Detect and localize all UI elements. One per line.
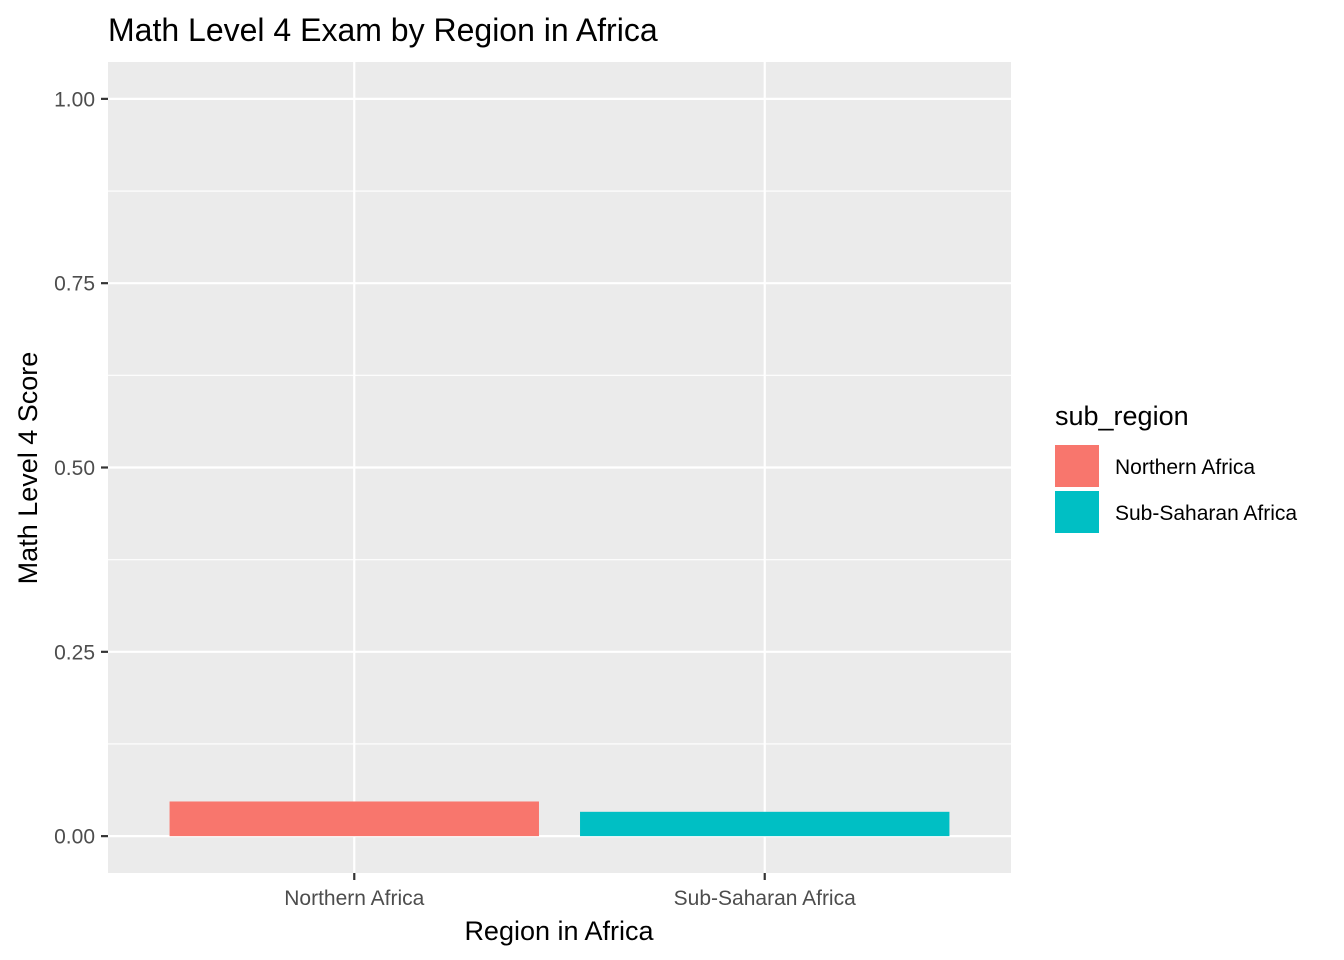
x-axis: Northern Africa Sub-Saharan Africa [284,873,856,910]
y-tick-label: 1.00 [54,88,95,111]
x-tick-label: Northern Africa [284,887,424,910]
legend: sub_region Northern Africa Sub-Saharan Af… [1055,401,1297,533]
y-tick-label: 0.00 [54,826,95,849]
y-tick-label: 0.50 [54,457,95,480]
legend-label: Northern Africa [1115,456,1255,479]
chart-title: Math Level 4 Exam by Region in Africa [108,12,658,48]
y-tick-label: 0.25 [54,641,95,664]
y-tick-label: 0.75 [54,273,95,296]
minor-gridlines [108,190,1011,745]
major-gridlines [108,62,1011,873]
legend-title: sub_region [1055,401,1189,431]
x-tick-label: Sub-Saharan Africa [674,887,856,910]
bar-sub-saharan-africa [580,811,950,837]
y-axis-title: Math Level 4 Score [13,352,43,585]
legend-items: Northern Africa Sub-Saharan Africa [1055,445,1297,533]
bars [169,801,950,837]
legend-key [1055,445,1099,487]
bar-northern-africa [169,801,539,837]
legend-label: Sub-Saharan Africa [1115,502,1297,525]
y-axis: 0.00 0.25 0.50 0.75 1.00 [54,88,108,849]
legend-key [1055,491,1099,533]
x-axis-title: Region in Africa [464,916,654,946]
